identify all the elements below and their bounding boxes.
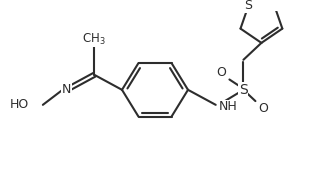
Text: N: N xyxy=(62,83,71,96)
Text: S: S xyxy=(244,0,252,12)
Text: HO: HO xyxy=(10,98,29,111)
Text: O: O xyxy=(216,66,226,79)
Text: $\mathrm{CH_3}$: $\mathrm{CH_3}$ xyxy=(83,32,106,47)
Text: S: S xyxy=(239,83,248,97)
Text: NH: NH xyxy=(219,100,238,113)
Text: O: O xyxy=(259,102,268,115)
